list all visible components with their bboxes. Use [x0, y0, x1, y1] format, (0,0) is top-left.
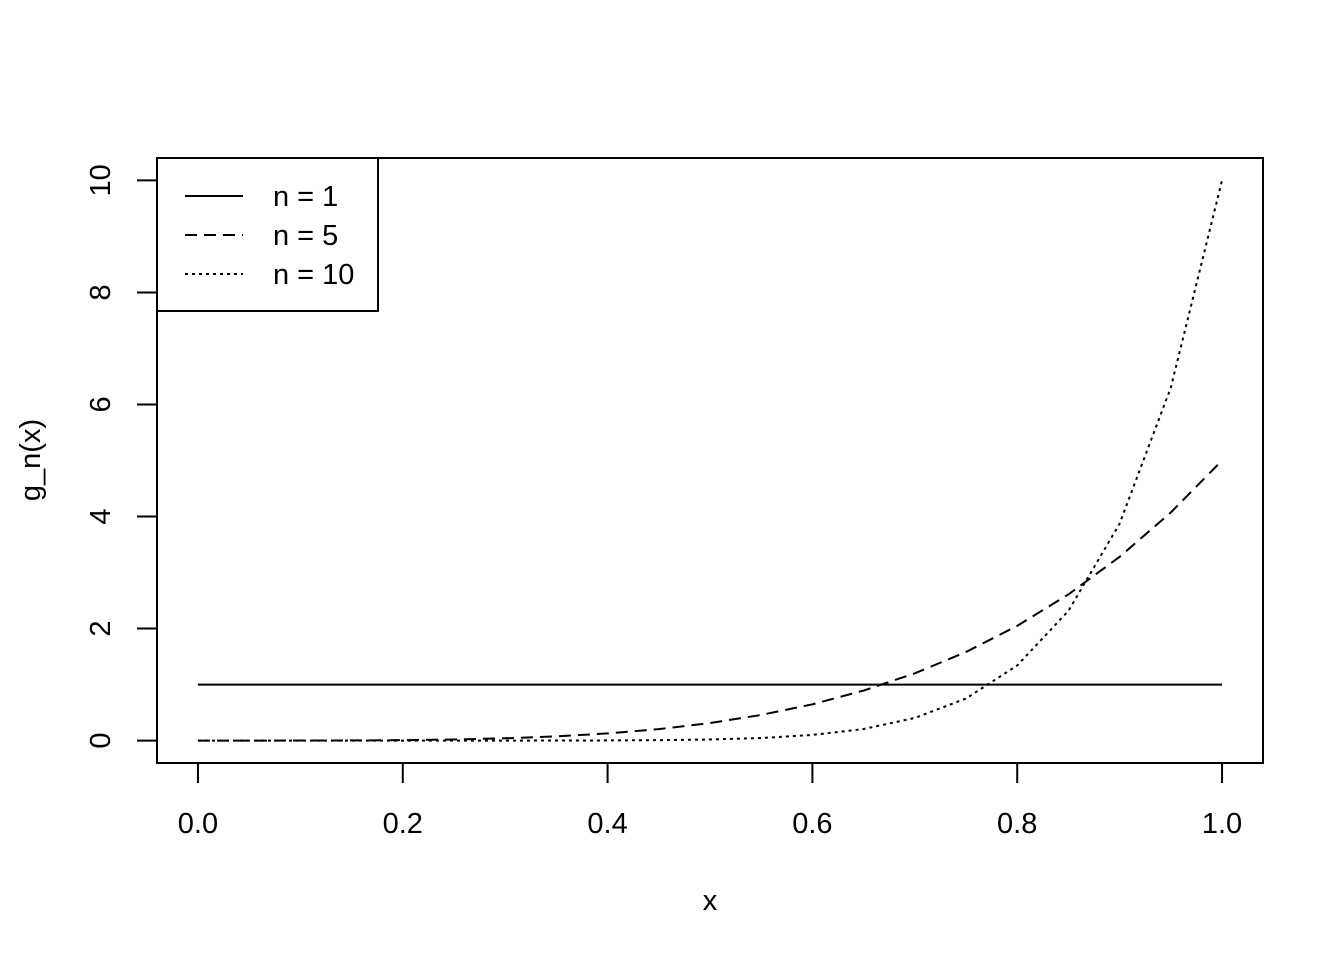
legend-label: n = 5 — [273, 220, 338, 252]
y-tick-label: 6 — [85, 396, 117, 412]
y-tick-label: 8 — [85, 284, 117, 300]
x-tick-label: 0.0 — [178, 808, 218, 840]
y-tick-label: 2 — [85, 620, 117, 636]
x-tick-label: 1.0 — [1202, 808, 1242, 840]
series-line — [197, 459, 1223, 742]
x-tick-label: 0.8 — [997, 808, 1037, 840]
y-tick-label: 10 — [85, 164, 117, 196]
legend-label: n = 10 — [273, 259, 354, 291]
x-tick-label: 0.2 — [383, 808, 423, 840]
legend-label: n = 1 — [273, 181, 338, 213]
x-axis-label: x — [703, 885, 718, 917]
x-tick-label: 0.6 — [792, 808, 832, 840]
y-axis-label: g_n(x) — [15, 419, 47, 501]
y-tick-label: 4 — [85, 508, 117, 524]
y-tick-label: 0 — [85, 733, 117, 749]
x-tick-label: 0.4 — [587, 808, 627, 840]
series-line — [197, 180, 1224, 742]
